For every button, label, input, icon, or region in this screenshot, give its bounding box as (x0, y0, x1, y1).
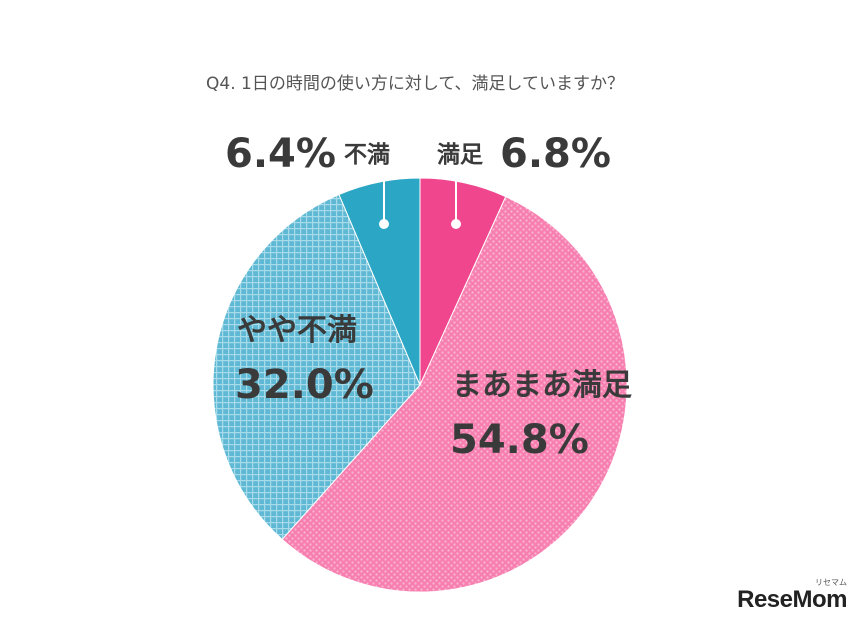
slice-yaya (212, 193, 421, 541)
pie-slices (212, 177, 628, 593)
leader-fuman (379, 170, 389, 229)
slice-value-maamaa: 54.8% (450, 417, 589, 463)
slice-value-fuman: 6.4% (225, 131, 336, 177)
slice-label-manzoku: 満足 (437, 142, 483, 168)
chart-title: Q4. 1日の時間の使い方に対して、満足していますか？ (206, 73, 624, 94)
brand-sub-text: リセマム (815, 578, 847, 587)
brand-logo: ReseMom (737, 586, 847, 613)
leader-manzoku (451, 173, 461, 229)
leader-dot-manzoku (451, 219, 461, 229)
slice-label-fuman: 不満 (344, 142, 390, 168)
slice-value-manzoku: 6.8% (500, 131, 611, 177)
leader-dot-fuman (379, 219, 389, 229)
slice-label-yaya: やや不満 (237, 313, 357, 348)
slice-label-maamaa: まあまあ満足 (452, 368, 632, 403)
slice-value-yaya: 32.0% (235, 362, 374, 408)
slice-fuman (338, 177, 421, 386)
slice-maamaa (281, 195, 628, 593)
